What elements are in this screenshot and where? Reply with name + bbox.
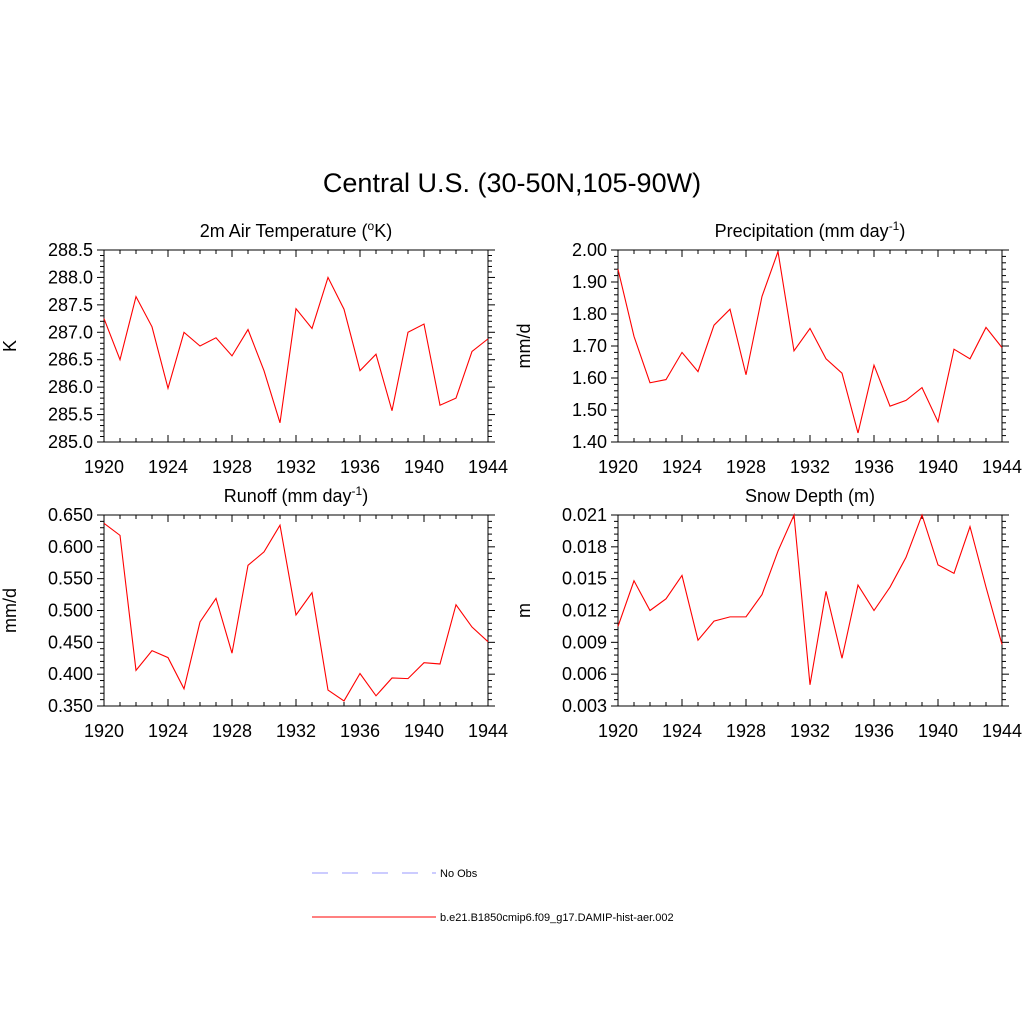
panel-2: Precipitation (mm day-1) 1920 1924 1928 1932… bbox=[514, 219, 1022, 477]
y-tick-label: 2.00 bbox=[572, 240, 607, 260]
x-tick-label: 1936 bbox=[854, 457, 894, 477]
y-tick-label: 0.650 bbox=[48, 505, 93, 525]
x-tick-label: 1924 bbox=[662, 721, 702, 741]
y-tick-label: 287.5 bbox=[48, 295, 93, 315]
x-tick-label: 1940 bbox=[404, 721, 444, 741]
y-tick-label: 288.0 bbox=[48, 267, 93, 287]
x-tick-label: 1924 bbox=[662, 457, 702, 477]
x-tick-label: 1932 bbox=[790, 457, 830, 477]
y-tick-label: 0.550 bbox=[48, 569, 93, 589]
plot-frame bbox=[617, 249, 1003, 443]
y-tick-label: 1.80 bbox=[572, 304, 607, 324]
plot-frame bbox=[103, 514, 489, 707]
y-tick-label: 0.006 bbox=[562, 664, 607, 684]
y-tick-label: 0.015 bbox=[562, 569, 607, 589]
y-axis-label: mm/d bbox=[514, 324, 534, 369]
series-line bbox=[103, 275, 489, 423]
y-tick-label: 1.90 bbox=[572, 272, 607, 292]
y-tick-label: 1.40 bbox=[572, 432, 607, 452]
panel-title: Snow Depth (m) bbox=[745, 486, 875, 506]
panel-title: Precipitation (mm day-1) bbox=[715, 219, 906, 241]
x-tick-label: 1932 bbox=[790, 721, 830, 741]
y-tick-label: 0.350 bbox=[48, 696, 93, 716]
y-tick-label: 0.600 bbox=[48, 537, 93, 557]
x-tick-label: 1936 bbox=[340, 457, 380, 477]
panel-title: 2m Air Temperature (oK) bbox=[200, 219, 392, 241]
plot-frame bbox=[617, 514, 1003, 707]
x-tick-label: 1928 bbox=[726, 457, 766, 477]
x-tick-label: 1932 bbox=[276, 721, 316, 741]
legend-label-1: No Obs bbox=[440, 868, 478, 880]
x-tick-label: 1928 bbox=[726, 721, 766, 741]
x-tick-label: 1944 bbox=[468, 457, 508, 477]
y-axis-label: mm/d bbox=[0, 588, 20, 633]
legend-label-2: b.e21.B1850cmip6.f09_g17.DAMIP-hist-aer.… bbox=[440, 912, 674, 924]
panel-4: Snow Depth (m) 1920 1924 1928 1932 1936 1940 19… bbox=[514, 486, 1022, 741]
y-tick-label: 0.021 bbox=[562, 505, 607, 525]
x-tick-label: 1928 bbox=[212, 457, 252, 477]
x-tick-label: 1944 bbox=[982, 457, 1022, 477]
y-axis-label: K bbox=[0, 340, 20, 352]
y-tick-label: 0.450 bbox=[48, 632, 93, 652]
y-tick-label: 286.5 bbox=[48, 350, 93, 370]
panel-3: Runoff (mm day-1) 1920 1924 1928 1932 1936 194… bbox=[0, 484, 508, 741]
series-line bbox=[103, 522, 489, 702]
x-tick-label: 1920 bbox=[598, 457, 638, 477]
x-tick-label: 1920 bbox=[84, 721, 124, 741]
y-tick-label: 288.5 bbox=[48, 240, 93, 260]
figure-title: Central U.S. (30-50N,105-90W) bbox=[322, 168, 702, 198]
y-tick-label: 0.003 bbox=[562, 696, 607, 716]
x-tick-label: 1924 bbox=[148, 457, 188, 477]
plot-frame bbox=[103, 249, 489, 443]
series-line bbox=[617, 512, 1003, 685]
series-line bbox=[617, 251, 1003, 434]
y-tick-label: 287.0 bbox=[48, 322, 93, 342]
y-tick-label: 0.012 bbox=[562, 601, 607, 621]
panel-1: 2m Air Temperature (oK) 1920 1924 1928 1932 1… bbox=[0, 219, 508, 477]
x-tick-label: 1940 bbox=[918, 457, 958, 477]
y-tick-label: 0.009 bbox=[562, 632, 607, 652]
y-tick-label: 0.400 bbox=[48, 664, 93, 684]
y-tick-label: 285.5 bbox=[48, 405, 93, 425]
x-tick-label: 1920 bbox=[84, 457, 124, 477]
y-tick-label: 1.70 bbox=[572, 336, 607, 356]
x-tick-label: 1936 bbox=[854, 721, 894, 741]
y-tick-label: 286.0 bbox=[48, 377, 93, 397]
y-tick-label: 285.0 bbox=[48, 432, 93, 452]
y-tick-label: 0.018 bbox=[562, 537, 607, 557]
x-tick-label: 1936 bbox=[340, 721, 380, 741]
x-tick-label: 1924 bbox=[148, 721, 188, 741]
y-tick-label: 1.60 bbox=[572, 368, 607, 388]
x-tick-label: 1932 bbox=[276, 457, 316, 477]
x-tick-label: 1940 bbox=[918, 721, 958, 741]
x-tick-label: 1944 bbox=[982, 721, 1022, 741]
x-tick-label: 1928 bbox=[212, 721, 252, 741]
y-axis-label: m bbox=[514, 603, 534, 618]
panel-title: Runoff (mm day-1) bbox=[224, 484, 368, 506]
y-tick-label: 0.500 bbox=[48, 601, 93, 621]
x-tick-label: 1944 bbox=[468, 721, 508, 741]
x-tick-label: 1940 bbox=[404, 457, 444, 477]
y-tick-label: 1.50 bbox=[572, 400, 607, 420]
x-tick-label: 1920 bbox=[598, 721, 638, 741]
legend: No Obs b.e21.B1850cmip6.f09_g17.DAMIP-his… bbox=[312, 868, 674, 924]
